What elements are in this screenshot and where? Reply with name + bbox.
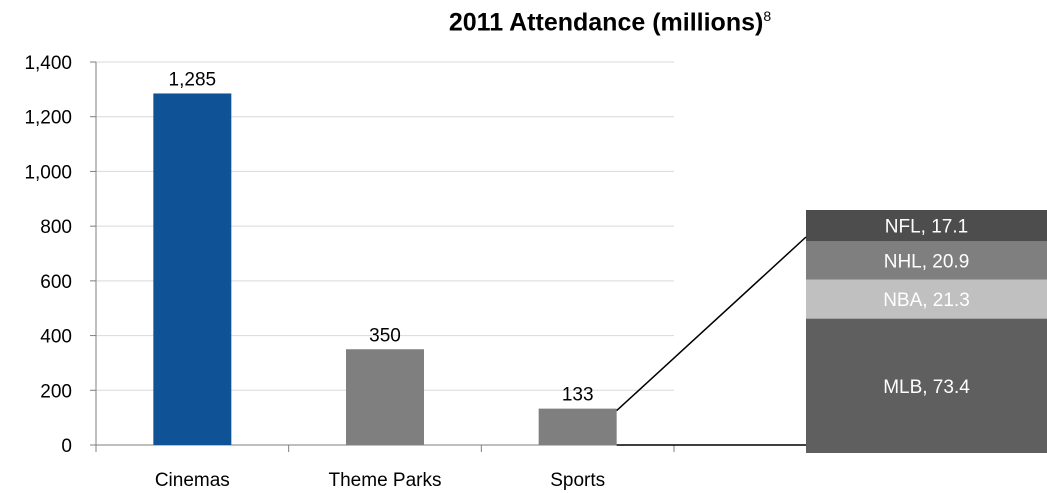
y-tick-label: 600: [40, 272, 72, 293]
y-tick-label: 0: [61, 436, 72, 457]
breakdown-label: NFL, 17.1: [885, 217, 968, 238]
data-label: 1,285: [169, 69, 217, 90]
breakdown-segment: [806, 318, 1047, 453]
data-label: 133: [562, 385, 594, 406]
bar-theme-parks: [346, 349, 424, 445]
breakdown-segment: [806, 210, 1047, 242]
breakdown-segment: [806, 241, 1047, 280]
chart-title-footnote: 8: [763, 8, 772, 24]
y-tick-label: 200: [40, 381, 72, 402]
breakdown-label: MLB, 73.4: [883, 377, 970, 398]
bar-sports: [538, 408, 617, 445]
data-label: 350: [369, 325, 401, 346]
chart-title: 2011 Attendance (millions)8: [400, 8, 820, 37]
y-tick-label: 1,200: [24, 108, 72, 129]
chart-title-text: 2011 Attendance (millions): [448, 8, 764, 37]
y-tick-label: 1,400: [24, 53, 72, 74]
breakdown-label: NBA, 21.3: [883, 290, 970, 311]
y-tick-label: 800: [40, 217, 72, 238]
y-tick-label: 1,000: [24, 162, 72, 183]
connector-line: [616, 236, 807, 412]
x-tick-label: Sports: [550, 470, 605, 491]
bar-cinemas: [153, 93, 232, 445]
x-tick-label: Theme Parks: [329, 470, 442, 491]
y-tick-label: 400: [40, 327, 72, 348]
x-tick-label: Cinemas: [155, 470, 230, 491]
breakdown-segment: [806, 279, 1047, 319]
breakdown-label: NHL, 20.9: [884, 251, 970, 272]
